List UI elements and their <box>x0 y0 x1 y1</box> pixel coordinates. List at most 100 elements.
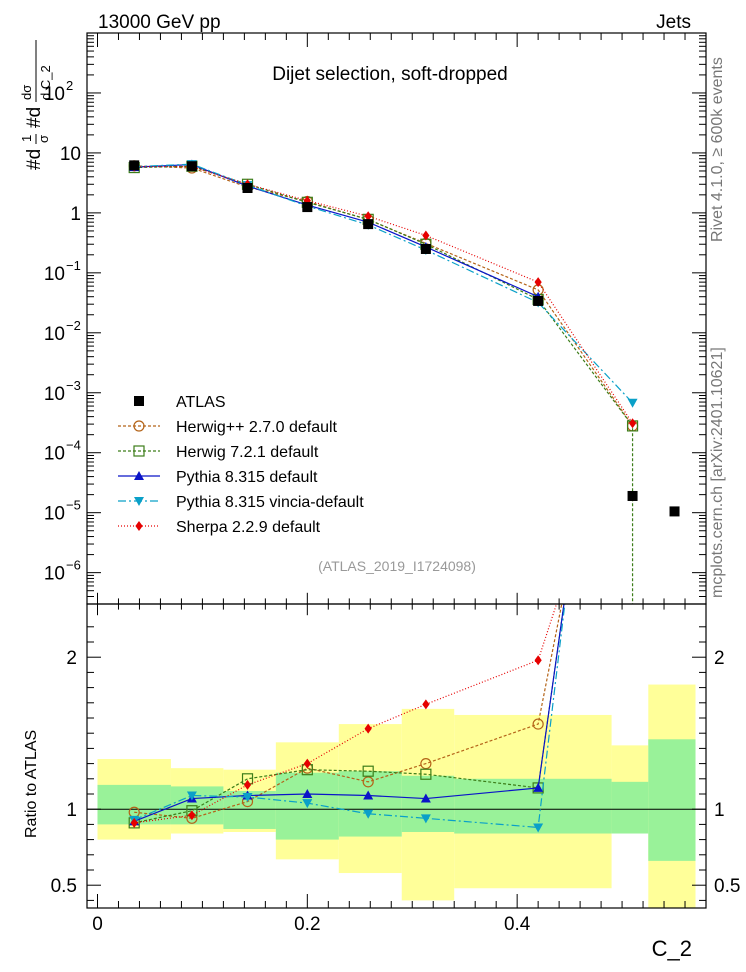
legend-entry-1: Herwig 7.2.1 default <box>118 444 319 461</box>
ratio-point-s4-5 <box>422 699 430 710</box>
svg-text:Pythia 8.315 vincia-default: Pythia 8.315 vincia-default <box>176 494 364 511</box>
y-tick-label-2: 10 −4 <box>44 438 81 465</box>
main-point-s3-7 <box>627 398 638 408</box>
ratio-point-s0-4 <box>362 776 374 788</box>
ratio-point-s1-5 <box>420 768 432 780</box>
ratio-bands <box>97 684 696 908</box>
svg-text:−3: −3 <box>66 378 81 393</box>
ratio-point-s4-4 <box>364 723 372 734</box>
ratio-point-s3-4 <box>363 809 374 819</box>
ratio-point-s3-1 <box>186 791 197 801</box>
atlas-point-0 <box>129 160 140 171</box>
svg-text:1: 1 <box>70 204 81 225</box>
x-tick-label-2: 0.4 <box>504 914 531 935</box>
svg-text:2: 2 <box>66 78 73 93</box>
main-line-series-2 <box>134 163 539 298</box>
ratio-point-s3-6 <box>533 823 544 833</box>
ratio-line-series-1 <box>134 604 565 824</box>
ratio-tick-right-1: 1 <box>714 800 725 821</box>
ratio-tick-left-2: 2 <box>66 648 77 669</box>
legend-marker-0 <box>133 420 145 432</box>
legend-entry-atlas: ATLAS <box>134 394 226 411</box>
chart-watermark: (ATLAS_2019_I1724098) <box>318 558 476 574</box>
legend-marker-4 <box>135 521 143 531</box>
svg-text:#d: #d <box>24 107 45 128</box>
ratio-point-s4-0 <box>130 817 138 828</box>
side-label-top: Rivet 4.1.0, ≥ 600k events <box>709 57 726 242</box>
atlas-point-6 <box>533 295 544 306</box>
atlas-point-5 <box>420 243 431 254</box>
ratio-series-group <box>128 604 566 833</box>
ratio-point-s2-6 <box>533 782 544 792</box>
svg-text:10: 10 <box>44 84 65 105</box>
ratio-point-s3-2 <box>242 793 253 803</box>
ratio-point-s4-1 <box>188 810 196 821</box>
band-inner-8 <box>648 739 696 861</box>
svg-text:Herwig++ 2.7.0 default: Herwig++ 2.7.0 default <box>176 419 338 436</box>
legend-marker-1 <box>133 445 145 457</box>
y-tick-label-5: 10 −1 <box>44 258 81 285</box>
ratio-tick-right-0: 0.5 <box>714 876 740 897</box>
legend: ATLAS Herwig++ 2.7.0 default Herwig 7.2.1 … <box>118 394 364 536</box>
main-series-group <box>128 159 639 604</box>
ratio-point-s4-3 <box>303 758 311 769</box>
legend-entry-3: Pythia 8.315 vincia-default <box>118 494 364 511</box>
y-tick-label-0: 10 −6 <box>44 558 81 585</box>
x-axis-label: C_2 <box>652 936 692 961</box>
y-tick-label-8: 10 2 <box>44 78 73 105</box>
ratio-point-s1-4 <box>362 765 374 777</box>
svg-text:10: 10 <box>44 384 65 405</box>
main-line-series-4 <box>134 166 634 424</box>
header-left: 13000 GeV pp <box>98 12 221 33</box>
atlas-data-group <box>129 160 680 517</box>
legend-entry-2: Pythia 8.315 default <box>118 469 318 486</box>
atlas-point-1 <box>186 161 197 172</box>
ratio-tick-right-2: 2 <box>714 648 725 669</box>
atlas-point-7 <box>627 490 638 501</box>
main-line-series-0 <box>134 165 634 427</box>
svg-text:10: 10 <box>44 564 65 585</box>
chart-title: Dijet selection, soft-dropped <box>272 64 508 85</box>
ratio-point-s2-3 <box>302 789 313 798</box>
svg-text:10: 10 <box>44 444 65 465</box>
legend-marker-3 <box>134 497 144 506</box>
y-tick-label-6: 1 <box>70 204 81 225</box>
main-point-s4-7 <box>628 418 637 429</box>
legend-entry-4: Sherpa 2.2.9 default <box>118 519 321 536</box>
ratio-point-s4-2 <box>243 779 252 790</box>
main-line-series-3 <box>134 163 633 404</box>
svg-text:10: 10 <box>44 264 65 285</box>
svg-text:σ: σ <box>36 135 51 143</box>
ratio-line-series-3 <box>133 604 566 829</box>
ratio-point-s0-6 <box>532 718 544 730</box>
svg-text:Herwig 7.2.1 default: Herwig 7.2.1 default <box>176 444 319 461</box>
ratio-frame <box>86 603 707 909</box>
ratio-line-series-2 <box>133 604 565 822</box>
svg-text:Pythia 8.315 default: Pythia 8.315 default <box>176 469 318 486</box>
svg-text:d C_2: d C_2 <box>38 65 53 100</box>
y-tick-label-7: 10 <box>60 144 81 165</box>
legend-entry-0: Herwig++ 2.7.0 default <box>118 419 338 436</box>
svg-text:−4: −4 <box>66 438 81 453</box>
band-inner-7 <box>611 781 649 834</box>
ratio-point-s3-3 <box>302 799 313 809</box>
band-inner-4 <box>338 771 402 837</box>
main-point-s4-6 <box>534 277 542 288</box>
svg-text:#d: #d <box>24 149 45 170</box>
svg-text:ATLAS: ATLAS <box>176 394 226 411</box>
y-tick-label-4: 10 −2 <box>44 318 81 345</box>
svg-text:−5: −5 <box>66 498 81 513</box>
main-point-s4-5 <box>422 230 430 241</box>
atlas-point-3 <box>302 202 313 213</box>
header-right: Jets <box>656 12 691 33</box>
x-tick-label-0: 0 <box>92 914 103 935</box>
svg-text:10: 10 <box>60 144 81 165</box>
svg-text:−6: −6 <box>66 558 81 573</box>
svg-text:10: 10 <box>44 324 65 345</box>
atlas-point-8 <box>669 506 680 517</box>
x-tick-label-1: 0.2 <box>294 914 320 935</box>
atlas-point-4 <box>363 219 374 230</box>
ratio-tick-left-0: 0.5 <box>51 876 77 897</box>
svg-text:Sherpa 2.2.9 default: Sherpa 2.2.9 default <box>176 519 321 536</box>
